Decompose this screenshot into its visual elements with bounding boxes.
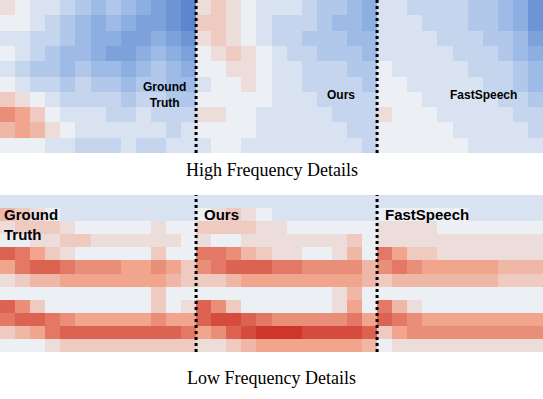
svg-text:FastSpeech: FastSpeech (450, 88, 517, 102)
svg-text:Ours: Ours (204, 206, 239, 223)
svg-text:FastSpeech: FastSpeech (385, 206, 469, 223)
svg-text:Ours: Ours (327, 88, 355, 102)
svg-text:High Frequency Details: High Frequency Details (186, 160, 358, 180)
svg-text:GroundTruth: GroundTruth (4, 206, 58, 243)
svg-text:Low Frequency Details: Low Frequency Details (187, 368, 356, 388)
svg-text:GroundTruth: GroundTruth (143, 80, 186, 110)
